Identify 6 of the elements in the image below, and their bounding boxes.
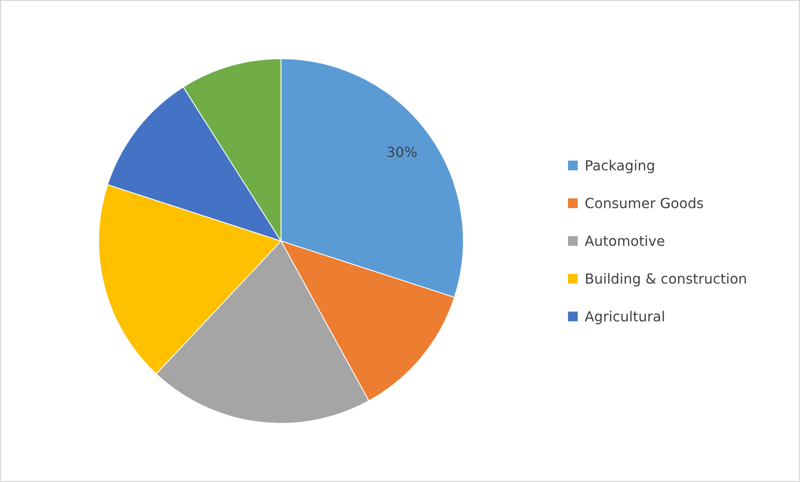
legend-label: Automotive [584,235,664,246]
legend-label: Agricultural [584,310,664,324]
legend-label: Consumer Goods [585,198,704,208]
legend-label: Packaging [586,160,654,174]
legend-label: Building & construction [586,273,746,286]
data-label: 30% [388,146,417,158]
